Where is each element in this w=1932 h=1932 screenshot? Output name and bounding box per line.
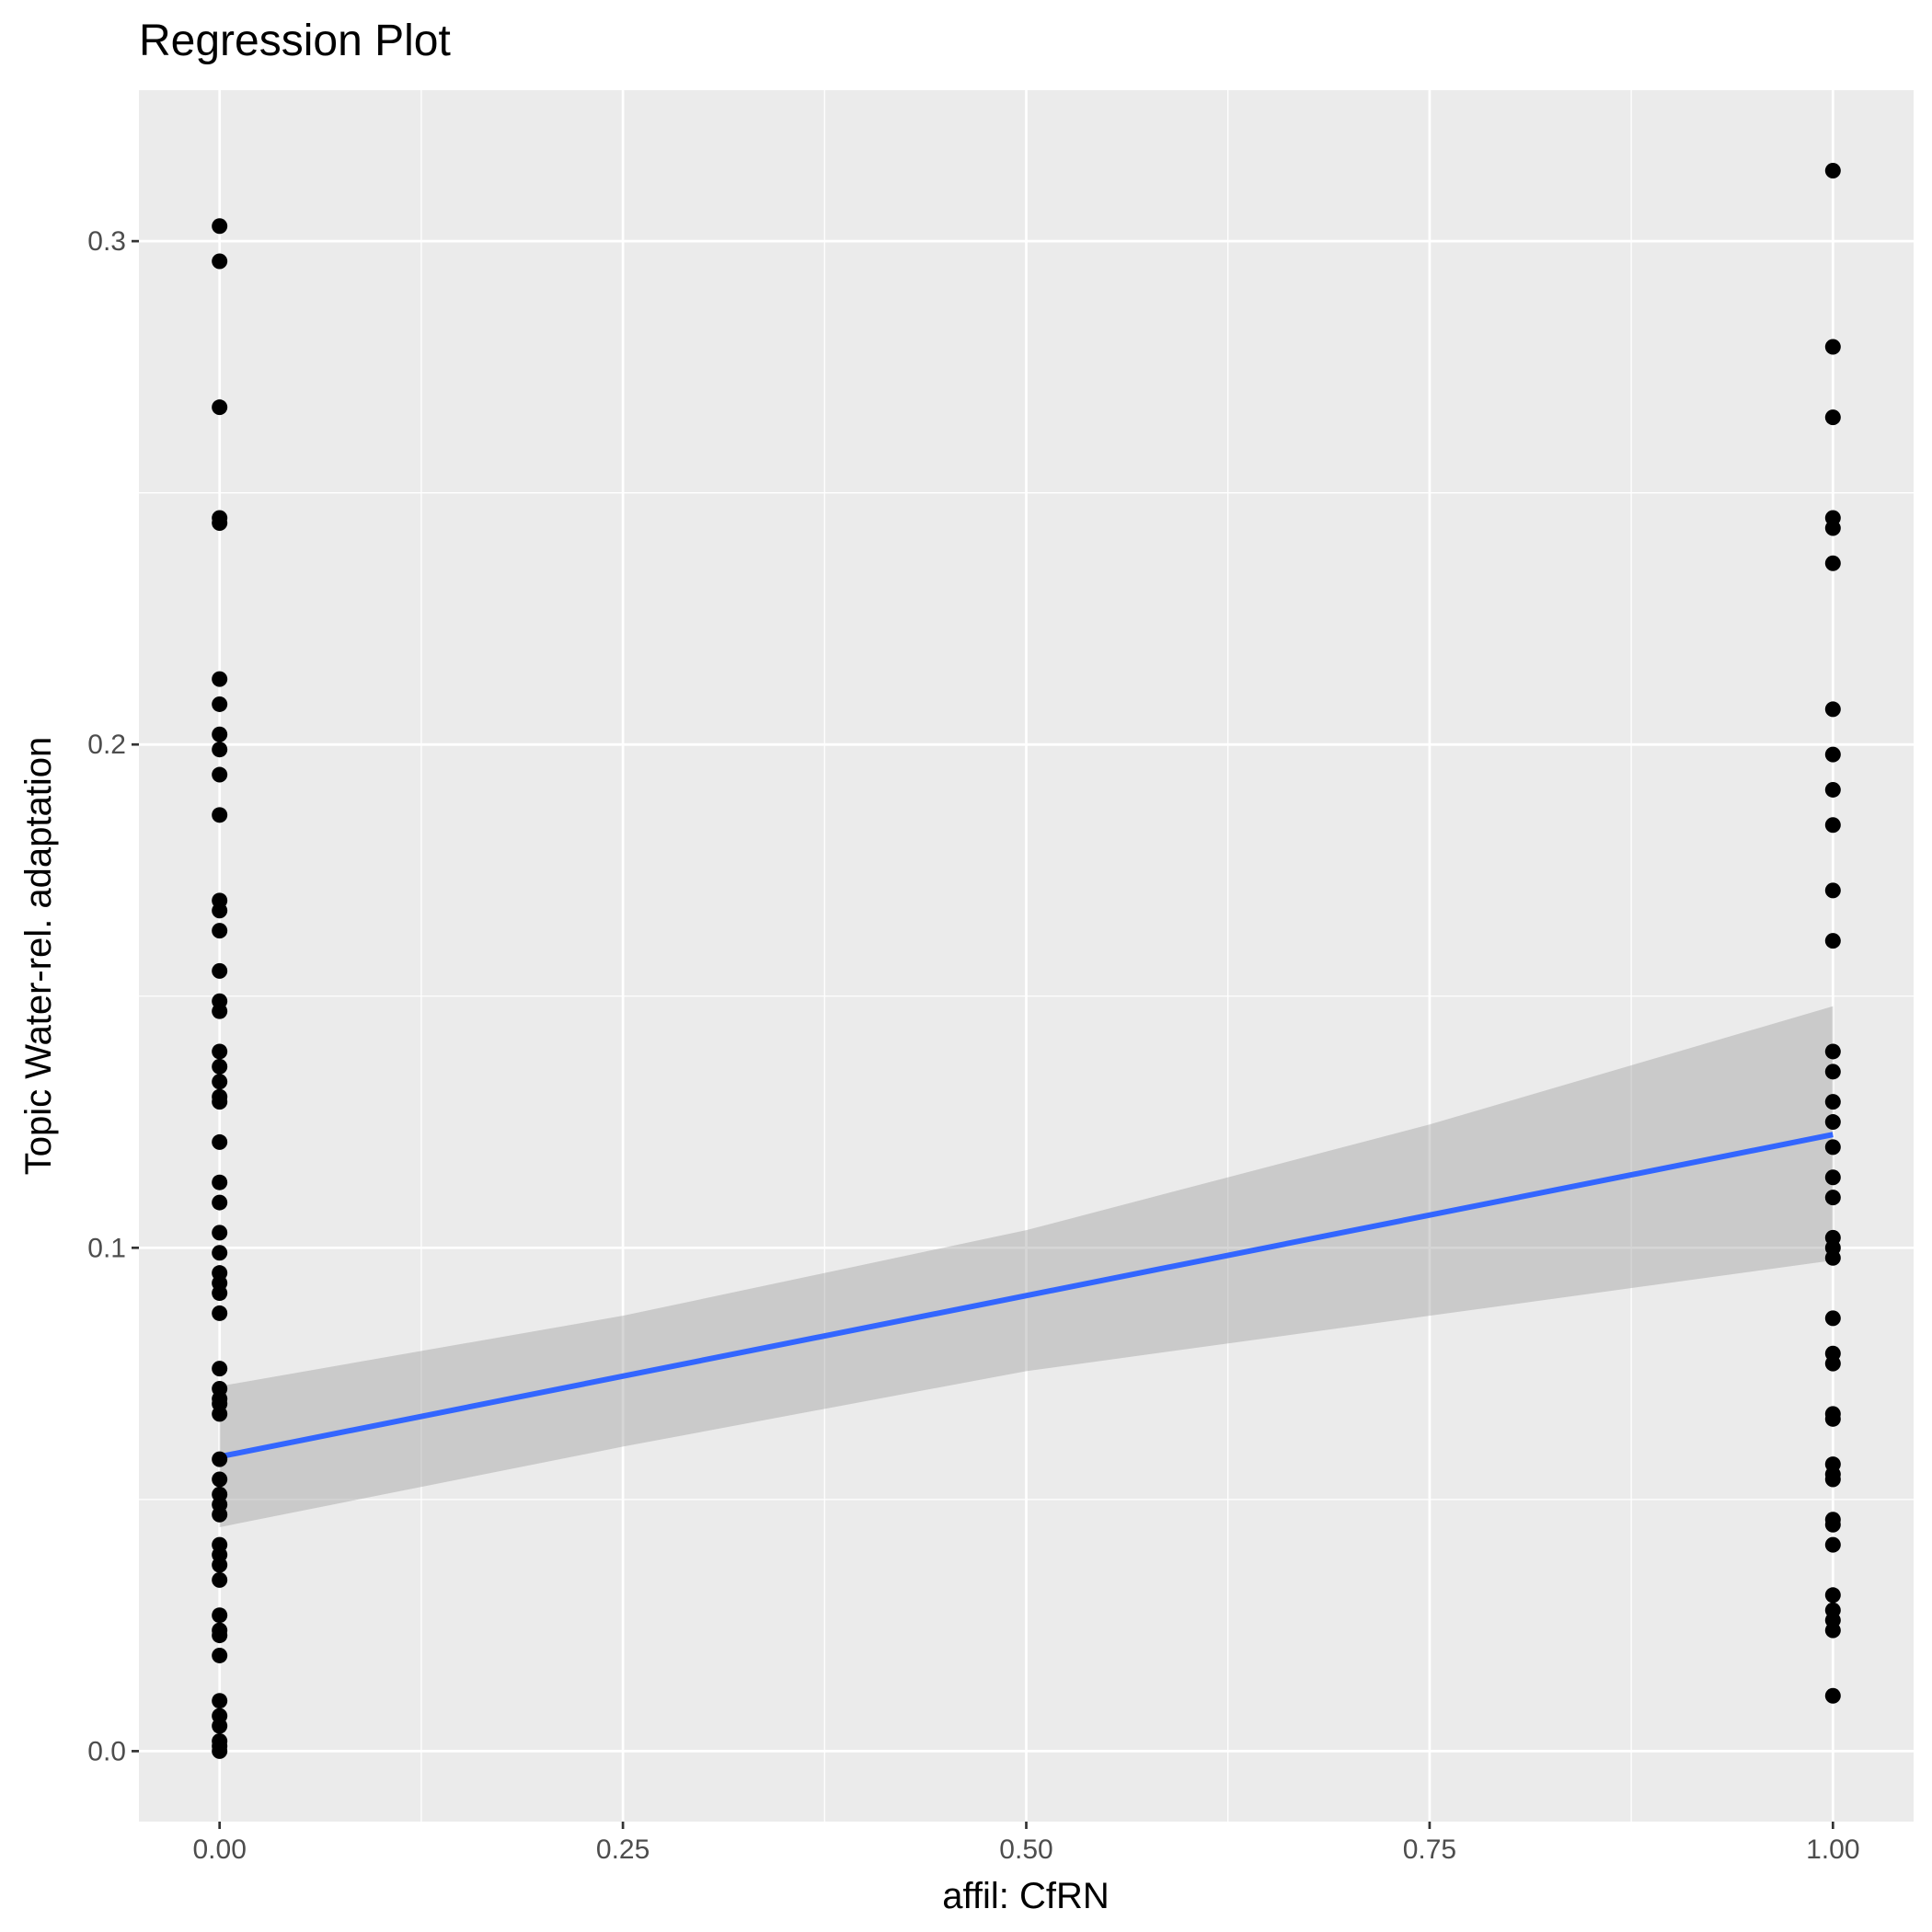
data-point <box>1824 746 1841 763</box>
regression-line-layer <box>219 1132 1834 1460</box>
data-point <box>212 1074 228 1090</box>
x-tick-label: 0.50 <box>999 1834 1052 1865</box>
x-axis: 0.00 0.25 0.50 0.75 1.00 <box>192 1822 1860 1865</box>
x-tick-label: 0.75 <box>1403 1834 1456 1865</box>
data-points <box>212 163 1841 1759</box>
x-tick-label: 0.25 <box>596 1834 650 1865</box>
data-point <box>212 1406 228 1422</box>
data-point <box>212 1607 228 1624</box>
data-point <box>212 962 228 979</box>
data-point <box>1824 1169 1841 1186</box>
data-point <box>1824 781 1841 798</box>
data-point <box>1824 1536 1841 1553</box>
y-tick-label: 0.1 <box>87 1233 126 1263</box>
data-point <box>212 1742 228 1759</box>
data-point <box>212 671 228 687</box>
data-point <box>212 1451 228 1467</box>
data-point <box>212 1174 228 1190</box>
data-point <box>212 696 228 712</box>
data-point <box>1824 701 1841 718</box>
data-point <box>1824 1094 1841 1110</box>
data-point <box>1824 1516 1841 1533</box>
data-point <box>1824 1622 1841 1639</box>
data-point <box>212 903 228 919</box>
data-point <box>212 742 228 758</box>
data-point <box>212 1305 228 1321</box>
data-point <box>1824 1355 1841 1372</box>
data-point <box>212 1693 228 1709</box>
y-tick-label: 0.0 <box>87 1736 126 1766</box>
data-point <box>1824 1190 1841 1206</box>
x-tick-label: 0.00 <box>192 1834 246 1865</box>
data-point <box>212 1627 228 1644</box>
data-point <box>1824 520 1841 536</box>
y-axis-label: Topic Water-rel. adaptation <box>18 737 59 1176</box>
y-tick-label: 0.2 <box>87 730 126 760</box>
x-axis-label: affil: CfRN <box>942 1876 1110 1916</box>
data-point <box>212 1285 228 1302</box>
chart-title: Regression Plot <box>139 17 451 65</box>
x-tick-label: 1.00 <box>1806 1834 1859 1865</box>
data-point <box>212 1225 228 1241</box>
data-point <box>212 1647 228 1663</box>
data-point <box>1824 1249 1841 1266</box>
data-point <box>1824 555 1841 571</box>
data-point <box>212 1361 228 1377</box>
data-point <box>212 1133 228 1150</box>
data-point <box>212 923 228 939</box>
data-point <box>212 1194 228 1211</box>
y-tick-label: 0.3 <box>87 226 126 257</box>
regression-line <box>219 1132 1834 1460</box>
data-point <box>1824 339 1841 355</box>
data-point <box>212 399 228 416</box>
data-point <box>212 807 228 823</box>
data-point <box>1824 1310 1841 1327</box>
data-point <box>212 515 228 531</box>
major-gridlines <box>139 90 1914 1822</box>
data-point <box>1824 1064 1841 1080</box>
data-point <box>212 726 228 742</box>
data-point <box>212 1094 228 1110</box>
data-point <box>1824 817 1841 834</box>
data-point <box>212 1003 228 1019</box>
data-point <box>212 1557 228 1573</box>
confidence-band-layer <box>219 1006 1834 1527</box>
y-axis: 0.0 0.1 0.2 0.3 <box>87 226 139 1766</box>
data-point <box>212 1471 228 1488</box>
data-point <box>1824 933 1841 949</box>
data-point <box>1824 1410 1841 1427</box>
data-point <box>212 218 228 235</box>
data-point <box>1824 882 1841 899</box>
data-point <box>212 766 228 783</box>
data-point <box>212 1245 228 1261</box>
data-point <box>1824 1043 1841 1060</box>
data-point <box>1824 1114 1841 1131</box>
data-point <box>1824 163 1841 179</box>
data-point <box>212 1058 228 1075</box>
confidence-band <box>219 1006 1834 1527</box>
data-point <box>1824 1471 1841 1488</box>
data-point <box>212 1571 228 1588</box>
data-point <box>212 1506 228 1523</box>
data-point <box>212 253 228 270</box>
data-point <box>1824 1139 1841 1156</box>
data-point <box>1824 1587 1841 1604</box>
data-point <box>212 1043 228 1060</box>
data-point <box>1824 409 1841 426</box>
data-point <box>1824 1687 1841 1704</box>
data-point <box>212 1718 228 1734</box>
